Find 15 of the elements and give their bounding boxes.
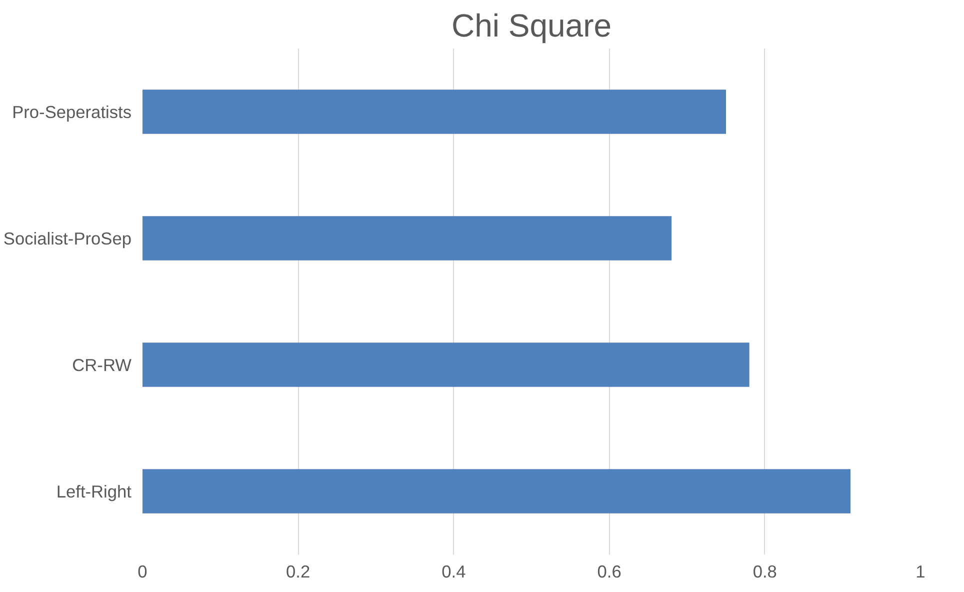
y-tick-label: CR-RW [72, 354, 132, 375]
y-tick-label: Pro-Seperatists [12, 102, 132, 122]
x-tick-label: 0.6 [597, 562, 622, 582]
x-tick-label: 0.2 [286, 562, 310, 582]
bar [142, 216, 672, 260]
x-tick-label: 1 [916, 562, 926, 582]
x-tick-label: 0.8 [752, 562, 777, 582]
chart-title: Chi Square [451, 8, 612, 44]
x-tick-label: 0 [138, 562, 148, 582]
x-tick-label: 0.4 [442, 562, 466, 582]
bar [142, 469, 850, 514]
bar [142, 342, 750, 387]
y-tick-label: Socialist-ProSep [3, 228, 132, 248]
bar [142, 90, 726, 134]
y-tick-label: Left-Right [56, 481, 132, 502]
